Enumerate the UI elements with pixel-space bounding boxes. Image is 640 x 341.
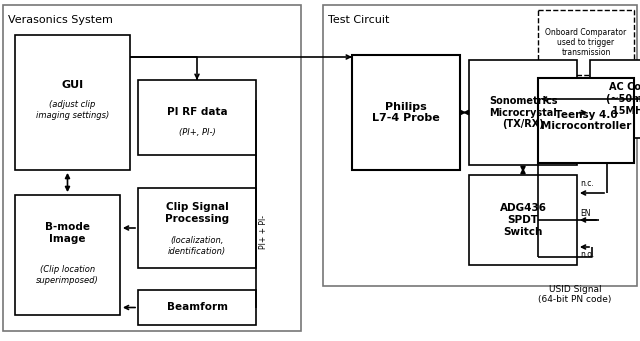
Bar	[323, 5, 637, 286]
Text: (adjust clip
imaging settings): (adjust clip imaging settings)	[36, 100, 109, 120]
Text: PI+ + PI-: PI+ + PI-	[259, 215, 269, 249]
Text: Beamform: Beamform	[166, 302, 227, 312]
Text: Clip Signal
Processing: Clip Signal Processing	[165, 202, 229, 224]
Text: Sonometrics
Microcrystal
(TX/RX): Sonometrics Microcrystal (TX/RX)	[489, 96, 557, 129]
Text: AC Coupling
(~50mV) and
15MHz LPF: AC Coupling (~50mV) and 15MHz LPF	[607, 83, 640, 116]
Bar	[138, 80, 256, 155]
Text: PI RF data: PI RF data	[166, 107, 227, 117]
Bar	[138, 188, 256, 268]
Text: Verasonics System: Verasonics System	[8, 15, 113, 25]
Bar	[469, 60, 577, 165]
Text: Test Circuit: Test Circuit	[328, 15, 389, 25]
Text: (Clip location
superimposed): (Clip location superimposed)	[36, 265, 99, 285]
Bar	[469, 175, 577, 265]
Text: B-mode
Image: B-mode Image	[45, 222, 90, 244]
Text: (localization,
identification): (localization, identification)	[168, 236, 226, 256]
Bar	[138, 290, 256, 325]
Text: GUI: GUI	[61, 80, 84, 90]
Text: ADG436
SPDT
Switch: ADG436 SPDT Switch	[499, 203, 547, 237]
Text: Philips
L7-4 Probe: Philips L7-4 Probe	[372, 102, 440, 123]
Text: USID Signal
(64-bit PN code): USID Signal (64-bit PN code)	[538, 285, 612, 305]
Bar	[352, 55, 460, 170]
Text: n.o.: n.o.	[580, 250, 594, 259]
Text: EN: EN	[580, 209, 591, 218]
Text: (PI+, PI-): (PI+, PI-)	[179, 128, 216, 136]
Text: Onboard Comparator
used to trigger
transmission: Onboard Comparator used to trigger trans…	[545, 28, 627, 57]
Bar	[590, 60, 640, 138]
Text: n.c.: n.c.	[580, 179, 594, 188]
Bar	[3, 5, 301, 331]
Text: Teensy 4.0
Microcontroller: Teensy 4.0 Microcontroller	[541, 110, 631, 131]
Bar	[15, 195, 120, 315]
Bar	[538, 10, 634, 75]
Bar	[15, 35, 130, 170]
Bar	[538, 78, 634, 163]
